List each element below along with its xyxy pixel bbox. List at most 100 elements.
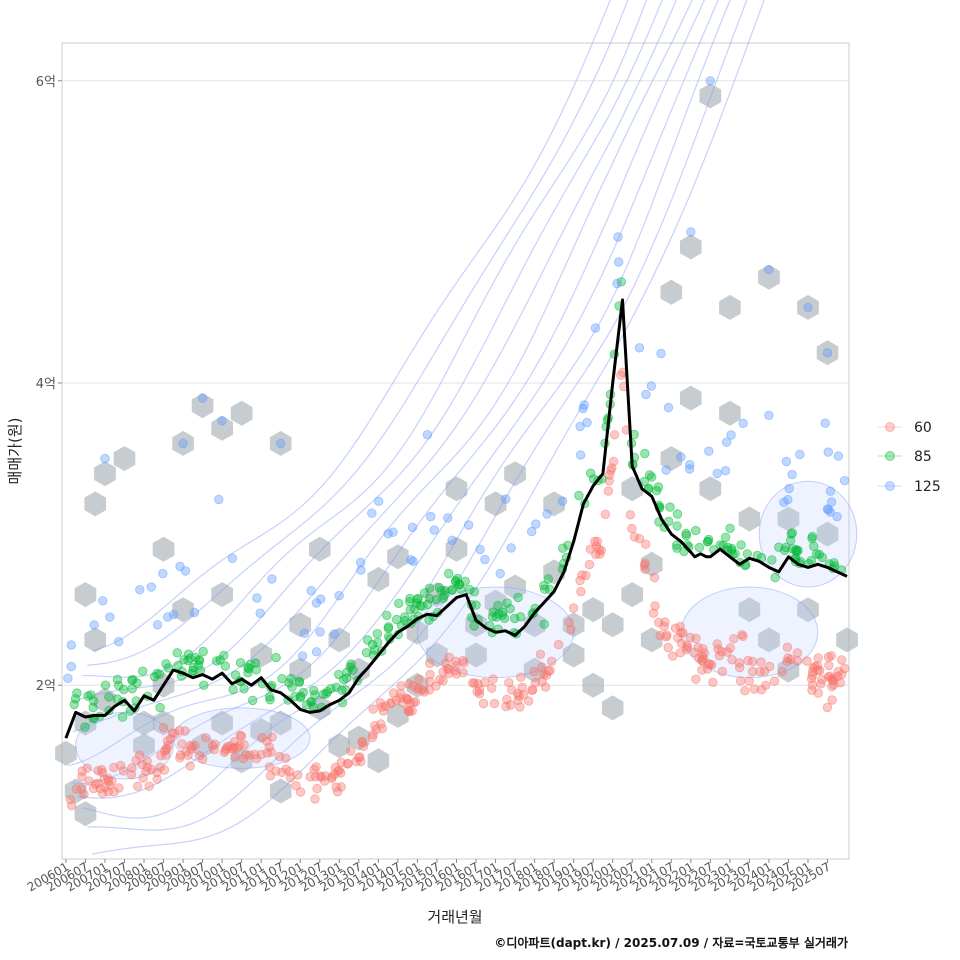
scatter-point (691, 633, 701, 644)
scatter-point (80, 722, 90, 732)
scatter-point (575, 575, 585, 586)
scatter-point (702, 537, 713, 547)
scatter-point (267, 574, 277, 584)
scatter-point (648, 608, 659, 618)
scatter-point (247, 695, 258, 706)
scatter-point (712, 468, 722, 479)
scatter-point (309, 764, 319, 775)
median-line-layer (64, 298, 848, 739)
scatter-point (100, 453, 110, 464)
scatter-point (146, 582, 157, 592)
scatter-point (475, 544, 485, 555)
scatter-point (357, 736, 367, 747)
scatter-point (759, 666, 770, 676)
scatter-point (661, 632, 671, 642)
scatter-point (356, 756, 366, 767)
gridlines (62, 80, 849, 686)
hexbin-cell (250, 642, 272, 668)
hexbin-cell (269, 430, 292, 456)
scatter-point (749, 684, 760, 694)
hexbin-cell (133, 710, 155, 736)
scatter-point (540, 682, 551, 692)
scatter-point (211, 656, 222, 666)
hexbin-cell (230, 400, 253, 426)
scatter-point (70, 694, 81, 704)
scatter-point (180, 566, 191, 576)
scatter-point (747, 656, 758, 667)
scatter-point (727, 543, 737, 554)
scatter-point (641, 389, 651, 400)
contour-line (67, 0, 693, 767)
hexbin-cell (289, 612, 312, 638)
scatter-point (469, 587, 480, 597)
scatter-point (294, 676, 305, 687)
scatter-point (311, 647, 322, 657)
hexbin-cell (562, 642, 585, 668)
scatter-point (112, 674, 123, 685)
contour-line (87, 0, 748, 831)
hexbin-cell (230, 748, 253, 774)
scatter-point (194, 656, 205, 666)
scatter-point (391, 695, 402, 705)
scatter-point (291, 781, 301, 791)
scatter-point (168, 609, 179, 620)
scatter-point (415, 601, 425, 611)
scatter-point (640, 448, 650, 459)
hexbin-cell (328, 733, 351, 759)
scatter-point (558, 543, 568, 553)
scatter-point (424, 593, 435, 604)
scatter-point (447, 535, 457, 546)
scatter-point (198, 646, 208, 657)
hexbin-cell (738, 506, 761, 532)
contour-line (87, 0, 629, 666)
scatter-point (88, 702, 98, 713)
scatter-point (158, 723, 169, 733)
scatter-point (592, 536, 603, 547)
scatter-point (321, 689, 331, 699)
scatter-point (527, 685, 538, 695)
scatter-point (541, 670, 552, 680)
scatter-point (160, 750, 171, 760)
scatter-point (400, 616, 410, 626)
scatter-point (729, 634, 739, 644)
scatter-point (264, 762, 275, 772)
scatter-point (301, 700, 312, 710)
hexbin-cell (387, 544, 409, 570)
scatter-point (464, 585, 475, 595)
scatter-point (368, 704, 378, 714)
legend-label-85: 85 (914, 449, 932, 465)
scatter-point (438, 667, 448, 677)
scatter-point (604, 476, 614, 486)
scatter-point (336, 782, 347, 792)
scatter-point (134, 750, 145, 760)
scatter-point (469, 678, 480, 688)
scatter-point (154, 669, 165, 679)
scatter-point (529, 666, 539, 677)
scatter-point (127, 675, 137, 685)
hexbin-cell (601, 612, 624, 638)
scatter-point (135, 585, 145, 595)
scatter-point (362, 635, 373, 645)
scatter-point (747, 666, 758, 677)
scatter-point (769, 676, 780, 686)
scatter-point (271, 652, 281, 663)
scatter-point (495, 568, 505, 579)
scatter-point (98, 596, 108, 606)
scatter-point (388, 527, 398, 537)
scatter-point (167, 728, 178, 739)
scatter-point (77, 772, 87, 782)
scatter-point (84, 776, 94, 786)
scatter-point (402, 695, 413, 705)
hexbin-cell (152, 536, 175, 562)
scatter-point (553, 639, 564, 650)
scatter-point (609, 430, 620, 440)
hexbin-cell (680, 385, 702, 411)
scatter-point (235, 658, 246, 668)
scatter-point (737, 630, 747, 640)
scatter-point (252, 593, 262, 603)
y-axis-title: 매매가(원) (6, 418, 24, 485)
scatter-point (663, 642, 673, 653)
hexbin-cell (640, 551, 663, 577)
scatter-point (736, 540, 746, 550)
scatter-point (276, 438, 286, 449)
